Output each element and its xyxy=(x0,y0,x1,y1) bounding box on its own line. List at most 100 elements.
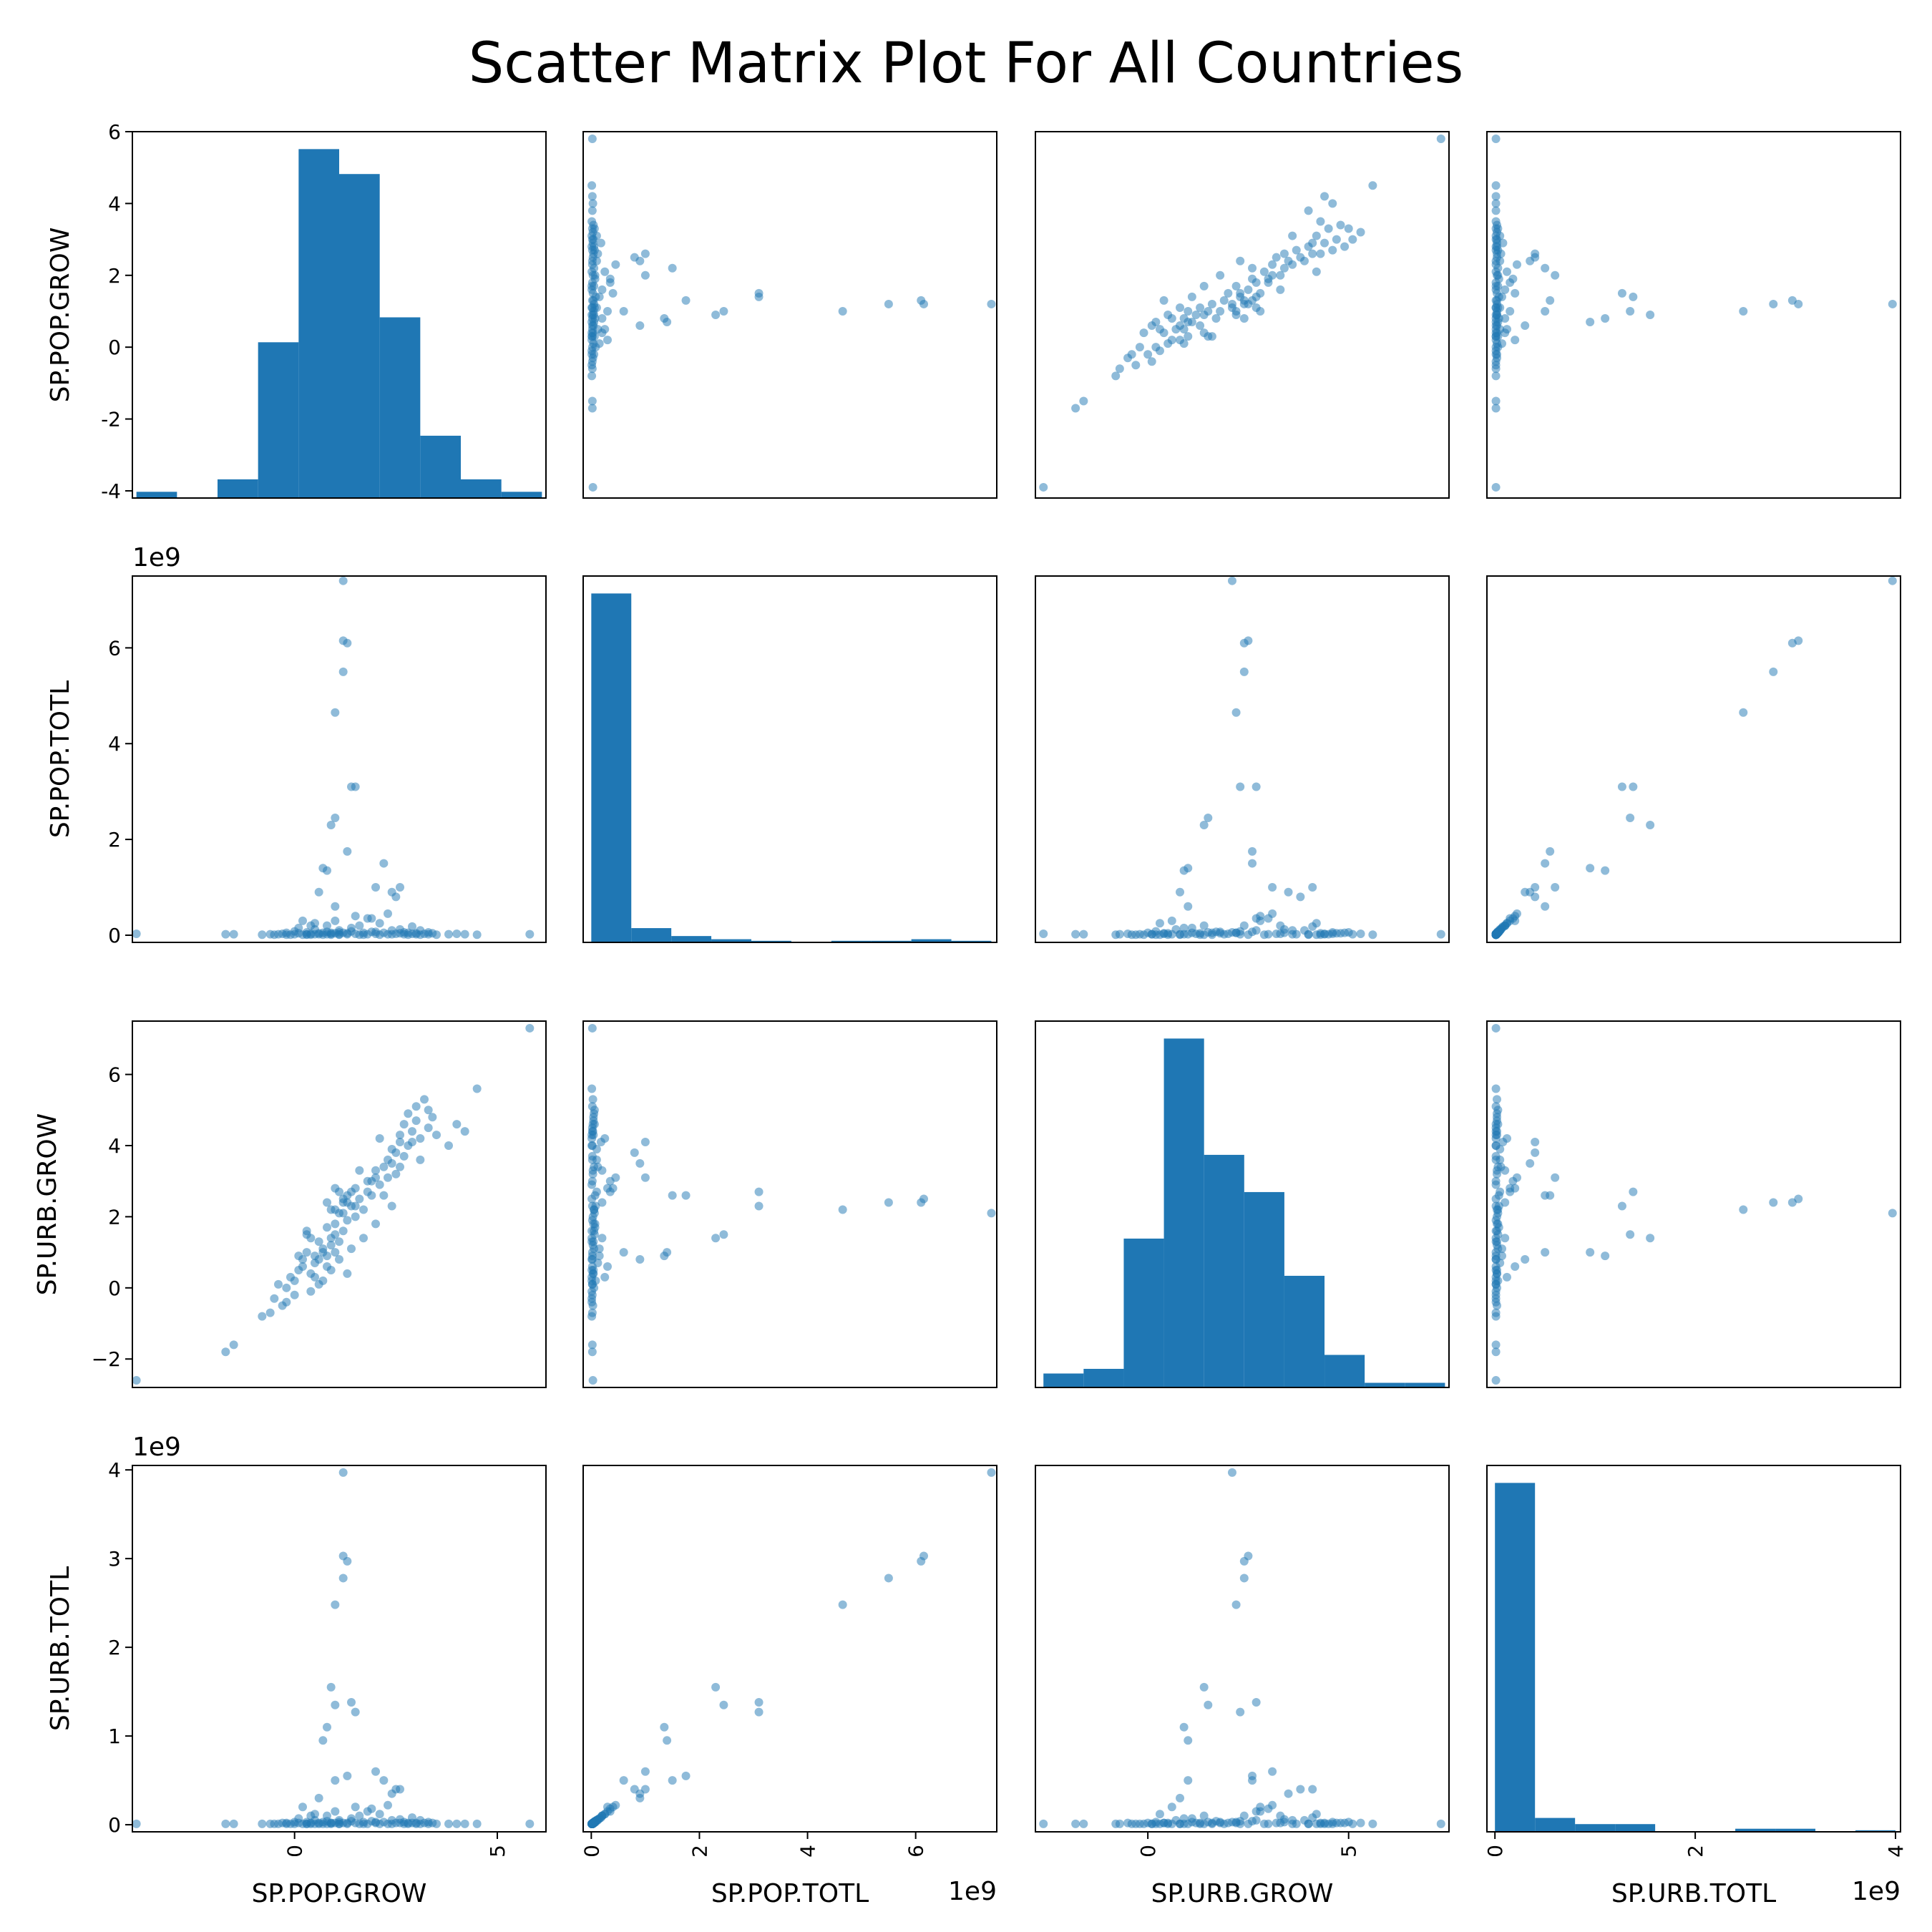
x-axis-label: SP.POP.TOTL xyxy=(711,1879,869,1908)
scatter-point xyxy=(1236,288,1245,298)
scatter-point xyxy=(1139,930,1148,940)
scatter-point xyxy=(630,253,639,262)
scatter-point xyxy=(1239,667,1249,676)
scatter-point xyxy=(298,1262,307,1271)
scatter-point xyxy=(132,929,141,938)
scatter-point xyxy=(1501,285,1510,294)
scatter-point xyxy=(1336,1818,1345,1828)
scatter-point xyxy=(1491,482,1501,492)
scatter-point xyxy=(416,926,425,935)
scatter-point xyxy=(1239,638,1249,648)
histogram-bar xyxy=(461,479,502,498)
scatter-point xyxy=(595,1244,604,1254)
scatter-point xyxy=(452,929,462,938)
scatter-point xyxy=(588,482,597,492)
scatter-point xyxy=(1316,217,1325,226)
scatter-point xyxy=(1492,296,1501,305)
scatter-point xyxy=(294,1814,303,1823)
matrix-grid: 6 4 2 0 -2 -4 SP.POP.GROW 6 4 2 0 SP.POP.TOTL 1e9 6 4 2… xyxy=(33,120,1908,1908)
y-tick-label: 4 xyxy=(108,732,121,756)
scatter-point xyxy=(1888,576,1897,585)
scatter-point xyxy=(391,1148,401,1157)
scatter-point xyxy=(1167,916,1176,925)
scatter-point xyxy=(1199,328,1209,338)
scatter-point xyxy=(1531,1148,1540,1157)
scatter-point xyxy=(1187,292,1196,301)
scatter-point xyxy=(1179,1814,1189,1823)
panel-content xyxy=(1491,135,1897,492)
scatter-point xyxy=(331,1700,340,1709)
histogram-bar xyxy=(911,939,952,942)
scatter-point xyxy=(1888,299,1897,308)
scatter-point xyxy=(1491,321,1501,331)
scatter-point xyxy=(391,892,401,902)
scatter-point xyxy=(525,1023,535,1033)
scatter-point xyxy=(1491,1287,1501,1296)
scatter-point xyxy=(1296,253,1305,262)
y-tick-label: 6 xyxy=(108,120,121,144)
histogram-bar xyxy=(136,492,177,498)
scatter-point xyxy=(590,1205,599,1214)
scatter-point xyxy=(1159,1818,1169,1828)
scatter-point xyxy=(593,249,602,258)
scatter-point xyxy=(1493,270,1503,280)
scatter-point xyxy=(1436,930,1445,939)
scatter-point xyxy=(355,1811,364,1820)
scatter-point xyxy=(663,1736,672,1745)
scatter-point xyxy=(1617,1201,1626,1211)
scatter-point xyxy=(1888,1209,1897,1218)
scatter-point xyxy=(1491,206,1501,215)
scatter-point xyxy=(387,1201,396,1211)
panel-frame xyxy=(132,575,547,943)
scatter-point xyxy=(1284,887,1293,897)
scatter-point xyxy=(635,321,645,331)
scatter-point xyxy=(1227,1468,1236,1477)
scatter-point xyxy=(1506,1184,1515,1193)
histogram-bar xyxy=(258,342,299,498)
panel-frame xyxy=(1486,1465,1901,1833)
scatter-point xyxy=(326,821,336,830)
scatter-point xyxy=(1344,224,1353,233)
scatter-point xyxy=(1115,930,1124,939)
scatter-point xyxy=(1491,357,1501,366)
scatter-point xyxy=(331,1807,340,1816)
scatter-point xyxy=(229,930,238,939)
scatter-point xyxy=(1155,325,1164,334)
scatter-point xyxy=(229,1340,238,1350)
scatter-point xyxy=(884,1574,893,1583)
panel-content xyxy=(591,593,992,942)
scatter-point xyxy=(525,930,535,939)
panel-frame xyxy=(1035,1465,1450,1833)
scatter-point xyxy=(1646,1234,1655,1243)
scatter-point xyxy=(1115,1819,1124,1828)
panel-0-0: 6 4 2 0 -2 -4 SP.POP.GROW xyxy=(46,120,547,503)
y-tick-label: 2 xyxy=(108,1205,121,1229)
scatter-point xyxy=(619,1248,628,1257)
scatter-point xyxy=(1336,929,1345,938)
scatter-point xyxy=(1491,1279,1501,1289)
scatter-point xyxy=(1436,135,1445,144)
panel-2-0: 6 4 2 0 −2 SP.URB.GROW xyxy=(33,1020,547,1388)
scatter-point xyxy=(587,1234,597,1243)
scatter-point xyxy=(326,1205,336,1214)
scatter-point xyxy=(274,1279,283,1289)
scatter-point xyxy=(1239,921,1249,930)
scatter-point xyxy=(359,1205,368,1214)
scatter-point xyxy=(343,1556,352,1566)
scatter-point xyxy=(1184,902,1193,911)
scatter-point xyxy=(1491,217,1501,226)
scatter-point xyxy=(1491,1347,1501,1357)
scatter-point xyxy=(754,1201,763,1211)
scatter-point xyxy=(1268,260,1277,269)
scatter-point xyxy=(1268,1767,1277,1776)
scatter-point xyxy=(592,1155,601,1164)
scatter-point xyxy=(1368,930,1377,940)
scatter-point xyxy=(1491,1340,1501,1350)
scatter-point xyxy=(274,930,283,939)
scatter-point xyxy=(589,1113,598,1122)
scatter-point xyxy=(1436,1819,1445,1828)
scatter-point xyxy=(1308,249,1317,258)
scatter-point xyxy=(630,1785,639,1794)
scatter-point xyxy=(1147,1819,1156,1828)
